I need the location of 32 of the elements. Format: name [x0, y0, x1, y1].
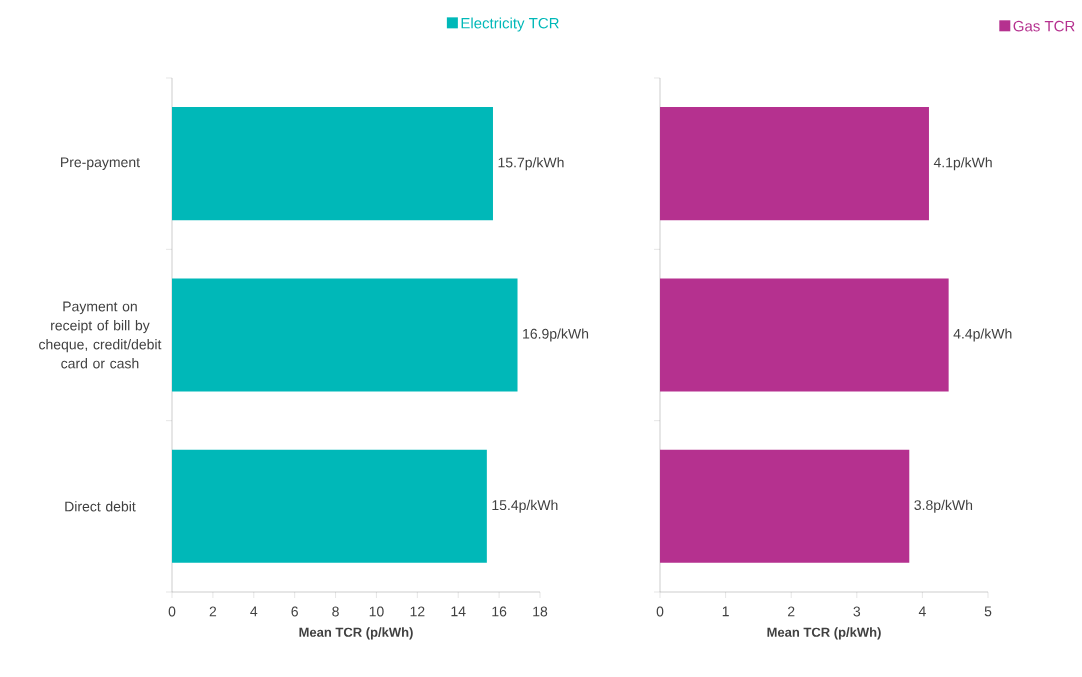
x-tick-label: 10: [369, 606, 384, 617]
data-label: 3.8p/kWh: [914, 499, 973, 513]
x-tick-label: 0: [656, 606, 664, 617]
y-tick-label: Payment on receipt of bill by cheque, credit/debit card or cash: [39, 301, 162, 369]
legend-label: Electricity TCR: [461, 17, 559, 32]
y-tick-label: Pre-payment: [61, 157, 140, 170]
data-label: 15.4p/kWh: [492, 499, 558, 513]
x-tick-label: 0: [168, 606, 176, 617]
x-tick-label: 2: [788, 606, 795, 617]
x-tick-label: 5: [984, 606, 992, 617]
y-tick-label: Direct debit: [65, 501, 136, 512]
bar: [660, 449, 910, 563]
x-tick-label: 18: [533, 606, 548, 617]
x-tick-label: 16: [492, 606, 507, 617]
x-tick-label: 6: [291, 606, 298, 617]
data-label: 15.7p/kWh: [498, 157, 564, 171]
x-tick-label: 8: [332, 606, 339, 617]
x-axis-title: Mean TCR (p/kWh): [299, 627, 413, 640]
data-label: 4.4p/kWh: [953, 328, 1012, 342]
x-tick-label: 2: [209, 606, 217, 617]
x-tick-label: 3: [853, 606, 861, 617]
x-axis-title: Mean TCR (p/kWh): [767, 627, 881, 640]
x-tick-label: 14: [451, 606, 466, 617]
data-label: 16.9p/kWh: [523, 328, 589, 342]
bar: [660, 107, 929, 221]
x-tick-label: 4: [250, 606, 258, 617]
data-label: 4.1p/kWh: [933, 157, 992, 171]
x-tick-label: 12: [410, 606, 425, 617]
bar: [660, 278, 949, 392]
x-tick-label: 1: [722, 606, 729, 617]
legend-label: Gas TCR: [1013, 20, 1075, 32]
x-tick-label: 4: [918, 606, 926, 617]
